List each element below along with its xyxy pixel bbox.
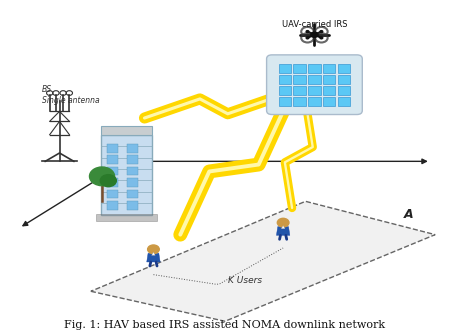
Text: UAV-carried IRS: UAV-carried IRS [282,20,347,29]
FancyBboxPatch shape [293,64,306,73]
FancyBboxPatch shape [107,201,118,210]
Circle shape [320,37,323,39]
FancyBboxPatch shape [279,96,291,106]
FancyBboxPatch shape [107,178,118,187]
Polygon shape [281,226,285,228]
FancyBboxPatch shape [338,75,350,84]
FancyBboxPatch shape [107,190,118,198]
FancyBboxPatch shape [127,190,138,198]
FancyBboxPatch shape [279,75,291,84]
FancyBboxPatch shape [127,144,138,153]
FancyBboxPatch shape [323,75,335,84]
FancyBboxPatch shape [338,96,350,106]
Text: Fig. 1: HAV based IRS assisted NOMA downlink network: Fig. 1: HAV based IRS assisted NOMA down… [64,320,386,330]
Polygon shape [91,201,435,321]
Circle shape [306,31,309,33]
FancyBboxPatch shape [101,135,153,215]
Text: K Users: K Users [228,276,262,285]
FancyBboxPatch shape [293,96,306,106]
FancyBboxPatch shape [279,86,291,95]
Text: BS
Single antenna: BS Single antenna [42,85,99,105]
FancyBboxPatch shape [107,155,118,164]
FancyBboxPatch shape [101,126,153,135]
FancyBboxPatch shape [323,64,335,73]
FancyBboxPatch shape [127,155,138,164]
FancyBboxPatch shape [107,144,118,153]
FancyBboxPatch shape [308,86,321,95]
FancyBboxPatch shape [323,96,335,106]
Text: A: A [404,208,413,221]
FancyBboxPatch shape [127,167,138,175]
Circle shape [90,167,115,186]
FancyBboxPatch shape [279,64,291,73]
FancyBboxPatch shape [323,86,335,95]
FancyBboxPatch shape [266,55,362,115]
Polygon shape [152,252,155,255]
Circle shape [277,218,289,227]
FancyBboxPatch shape [308,75,321,84]
Polygon shape [276,227,290,235]
FancyBboxPatch shape [293,75,306,84]
Circle shape [311,32,318,37]
Circle shape [306,37,309,39]
FancyBboxPatch shape [96,214,157,221]
FancyBboxPatch shape [107,167,118,175]
FancyBboxPatch shape [127,201,138,210]
FancyBboxPatch shape [308,64,321,73]
Circle shape [100,175,116,187]
FancyBboxPatch shape [338,64,350,73]
FancyBboxPatch shape [308,96,321,106]
FancyBboxPatch shape [127,178,138,187]
FancyBboxPatch shape [338,86,350,95]
FancyBboxPatch shape [293,86,306,95]
Circle shape [320,31,323,33]
Polygon shape [147,253,160,262]
Circle shape [148,245,159,254]
